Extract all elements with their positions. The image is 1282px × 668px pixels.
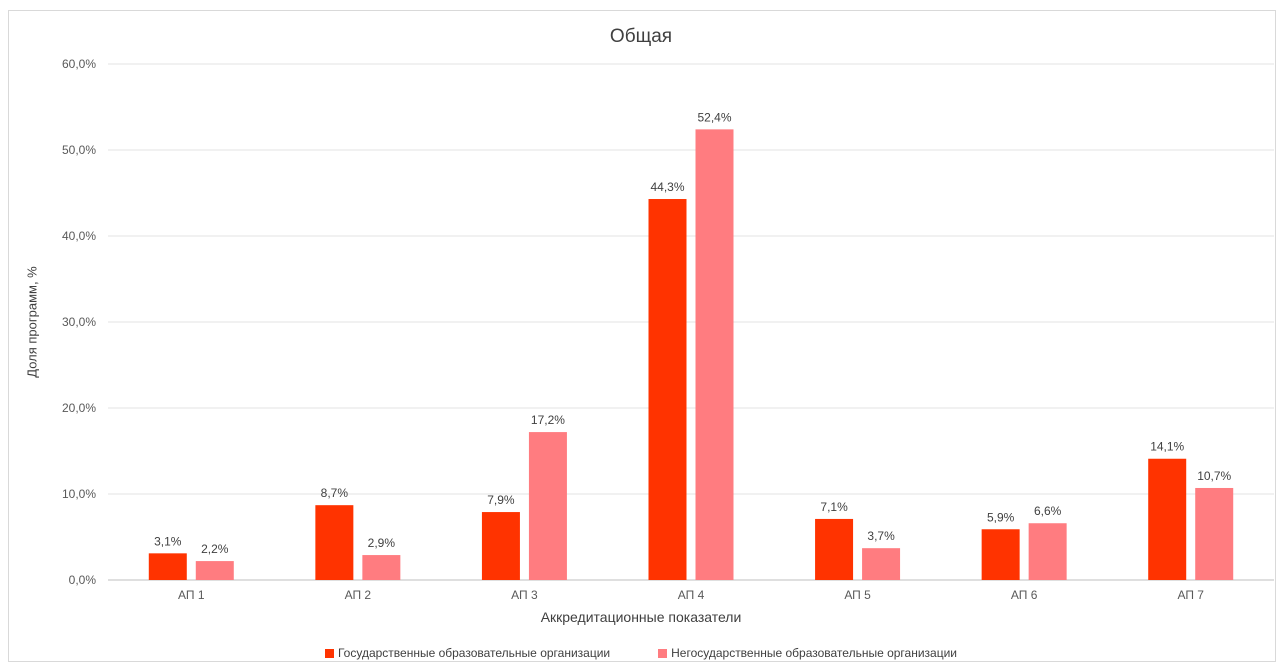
- data-label: 5,9%: [987, 510, 1015, 524]
- x-tick-label: АП 7: [1177, 588, 1204, 602]
- data-label: 6,6%: [1034, 504, 1062, 518]
- bar: [1195, 487, 1234, 580]
- bar: [981, 529, 1020, 580]
- legend-swatch-private: [658, 648, 668, 658]
- chart-title: Общая: [609, 26, 673, 47]
- x-tick-label: АП 3: [511, 588, 538, 602]
- data-label: 3,7%: [867, 529, 895, 543]
- legend-swatch-state: [324, 648, 334, 658]
- bar: [195, 561, 234, 580]
- y-tick-label: 20,0%: [62, 401, 96, 415]
- data-label: 52,4%: [697, 110, 731, 124]
- bar: [815, 518, 854, 580]
- y-tick-label: 60,0%: [62, 57, 96, 71]
- bar: [1148, 458, 1187, 580]
- x-tick-label: АП 1: [178, 588, 205, 602]
- y-tick-label: 50,0%: [62, 143, 96, 157]
- data-label: 3,1%: [154, 534, 182, 548]
- x-tick-label: АП 6: [1011, 588, 1038, 602]
- y-tick-label: 10,0%: [62, 487, 96, 501]
- x-tick-label: АП 5: [844, 588, 871, 602]
- y-tick-label: 30,0%: [62, 315, 96, 329]
- legend-item-private: Негосударственные образовательные органи…: [658, 646, 957, 660]
- bar: [695, 129, 734, 581]
- data-label: 14,1%: [1150, 440, 1184, 454]
- bar: [481, 512, 520, 580]
- data-label: 7,9%: [487, 493, 515, 507]
- data-label: 7,1%: [820, 500, 848, 514]
- chart-frame: [8, 10, 1276, 662]
- x-axis-label: Аккредитационные показатели: [540, 609, 742, 625]
- legend: Государственные образовательные организа…: [0, 646, 1282, 660]
- y-tick-label: 40,0%: [62, 229, 96, 243]
- legend-item-state: Государственные образовательные организа…: [324, 646, 611, 660]
- x-tick-label: АП 4: [678, 588, 705, 602]
- data-label: 2,2%: [201, 542, 229, 556]
- bar: [315, 505, 354, 580]
- y-tick-label: 0,0%: [69, 573, 97, 587]
- x-tick-label: АП 2: [345, 588, 372, 602]
- data-label: 10,7%: [1197, 469, 1231, 483]
- data-label: 2,9%: [368, 536, 396, 550]
- data-label: 44,3%: [650, 180, 684, 194]
- legend-label-state: Государственные образовательные организа…: [337, 646, 611, 660]
- bar: [362, 555, 401, 580]
- bar: [148, 553, 187, 580]
- bar: [648, 199, 687, 580]
- data-label: 17,2%: [531, 413, 565, 427]
- data-label: 8,7%: [321, 486, 349, 500]
- bar: [862, 548, 901, 580]
- bar: [528, 432, 567, 580]
- bar: [1028, 523, 1067, 580]
- legend-label-private: Негосударственные образовательные органи…: [671, 646, 958, 660]
